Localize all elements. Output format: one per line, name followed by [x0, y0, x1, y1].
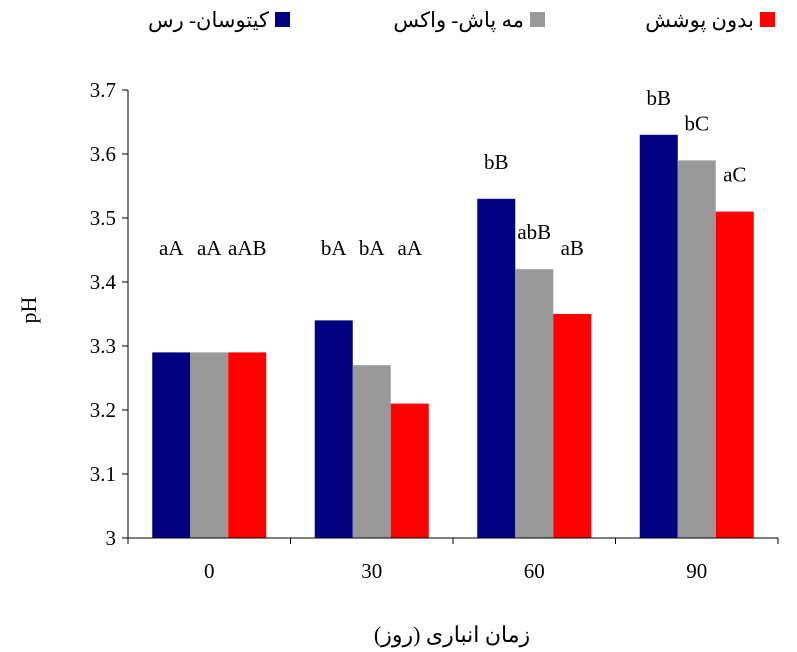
x-tick-label: 30: [361, 559, 382, 583]
data-label: aA: [159, 236, 184, 260]
x-tick-label: 0: [204, 559, 215, 583]
bar: [639, 134, 678, 539]
y-tick-label: 3: [106, 526, 117, 550]
y-tick-label: 3.4: [90, 270, 117, 294]
y-tick-label: 3.5: [90, 206, 116, 230]
legend: کیتوسان- رس مه پاش- واکس بدون پوشش: [148, 8, 775, 33]
bar: [390, 403, 429, 538]
data-label: aC: [723, 163, 746, 187]
y-ticks: 3 3.1 3.2 3.3 3.4 3.5 3.6 3.7: [90, 78, 128, 550]
x-ticks: 0 30 60 90: [127, 538, 779, 583]
legend-label: کیتوسان- رس: [148, 8, 269, 33]
legend-swatch: [275, 12, 290, 27]
y-tick-label: 3.3: [90, 334, 116, 358]
bar: [314, 320, 353, 538]
data-label: bB: [484, 150, 509, 174]
legend-swatch: [760, 12, 775, 27]
data-label: aB: [561, 236, 584, 260]
x-tick-label: 90: [686, 559, 707, 583]
bar: [515, 269, 554, 538]
x-tick-label: 60: [524, 559, 545, 583]
data-label: aA: [197, 236, 222, 260]
bar: [715, 211, 754, 538]
bar: [477, 198, 516, 539]
data-label: aAB: [228, 236, 267, 260]
y-tick-label: 3.2: [90, 398, 116, 422]
data-label: abB: [517, 220, 551, 244]
legend-label: بدون پوشش: [645, 8, 754, 33]
bar: [677, 160, 716, 538]
y-tick-label: 3.6: [90, 142, 116, 166]
legend-swatch: [530, 12, 545, 27]
x-axis-title: زمان انباری (روز): [374, 622, 530, 648]
bars: [152, 134, 754, 539]
data-label: bA: [359, 236, 386, 260]
data-label: bA: [321, 236, 348, 260]
y-tick-label: 3.1: [90, 462, 116, 486]
bar: [152, 352, 191, 538]
data-label: aA: [398, 236, 423, 260]
data-label: bB: [646, 86, 671, 110]
bar: [228, 352, 267, 538]
bar: [190, 352, 229, 538]
y-axis-title: pH: [16, 296, 41, 323]
bar: [352, 365, 391, 538]
y-tick-label: 3.7: [90, 78, 116, 102]
data-label: bC: [684, 111, 709, 135]
bar: [553, 314, 592, 538]
legend-label: مه پاش- واکس: [393, 8, 524, 33]
